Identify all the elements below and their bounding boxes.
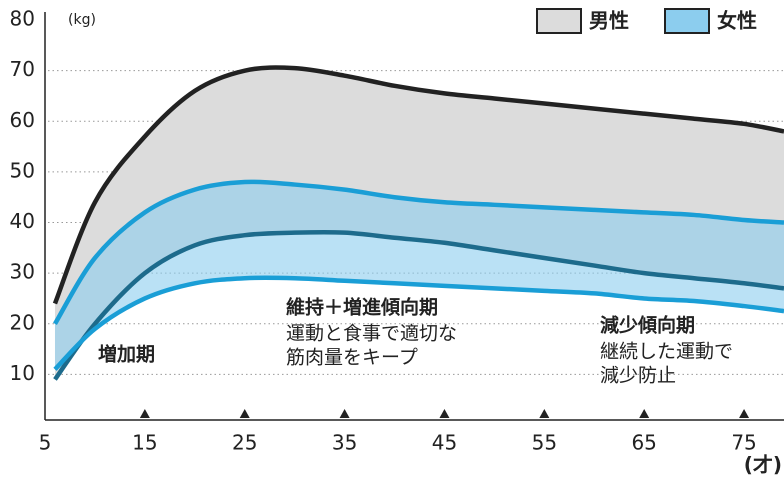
annotation-text: 減少防止 (600, 365, 676, 387)
annotation-title: 増加期 (98, 343, 155, 366)
y-tick-label: 30 (10, 260, 35, 284)
x-tick-label: 25 (232, 431, 257, 455)
x-unit: (才) (744, 453, 782, 477)
y-tick-label: 20 (10, 310, 35, 334)
x-tick-mark (339, 409, 350, 418)
legend-swatch (664, 8, 710, 34)
x-tick-mark (639, 409, 650, 418)
y-unit: (kg) (68, 12, 96, 28)
legend-label: 女性 (717, 9, 757, 33)
annotation-text: 筋肉量をキープ (286, 347, 418, 369)
y-tick-label: 60 (10, 108, 35, 132)
y-tick-label: 40 (10, 209, 35, 233)
range-area (54, 181, 784, 370)
range-edge-line (53, 229, 784, 381)
annotation-text: 継続した運動で (600, 341, 733, 363)
y-tick-label: 80 (10, 7, 35, 31)
y-tick-label: 10 (10, 361, 35, 385)
annotation-text: 運動と食事で適切な (286, 323, 457, 345)
y-tick-label: 50 (10, 158, 35, 182)
x-tick-label: 45 (432, 431, 457, 455)
legend-label: 男性 (589, 9, 629, 33)
x-tick-mark (739, 409, 750, 418)
annotation-title: 維持＋増進傾向期 (286, 296, 438, 319)
annotation-title: 減少傾向期 (600, 314, 695, 337)
x-tick-label: 35 (332, 431, 357, 455)
x-tick-label: 15 (132, 431, 157, 455)
x-tick-mark (439, 409, 450, 418)
y-tick-label: 70 (10, 57, 35, 81)
x-tick-mark (239, 409, 250, 418)
x-tick-mark (139, 409, 150, 418)
x-tick-mark (539, 409, 550, 418)
x-tick-label: 65 (631, 431, 656, 455)
range-edge-line (53, 179, 784, 325)
x-tick-label: 55 (532, 431, 557, 455)
x-tick-label: 75 (731, 431, 756, 455)
range-edge-line (53, 275, 784, 371)
x-tick-label: 5 (39, 431, 52, 455)
range-edge-line (52, 65, 784, 305)
legend-swatch (536, 8, 582, 34)
